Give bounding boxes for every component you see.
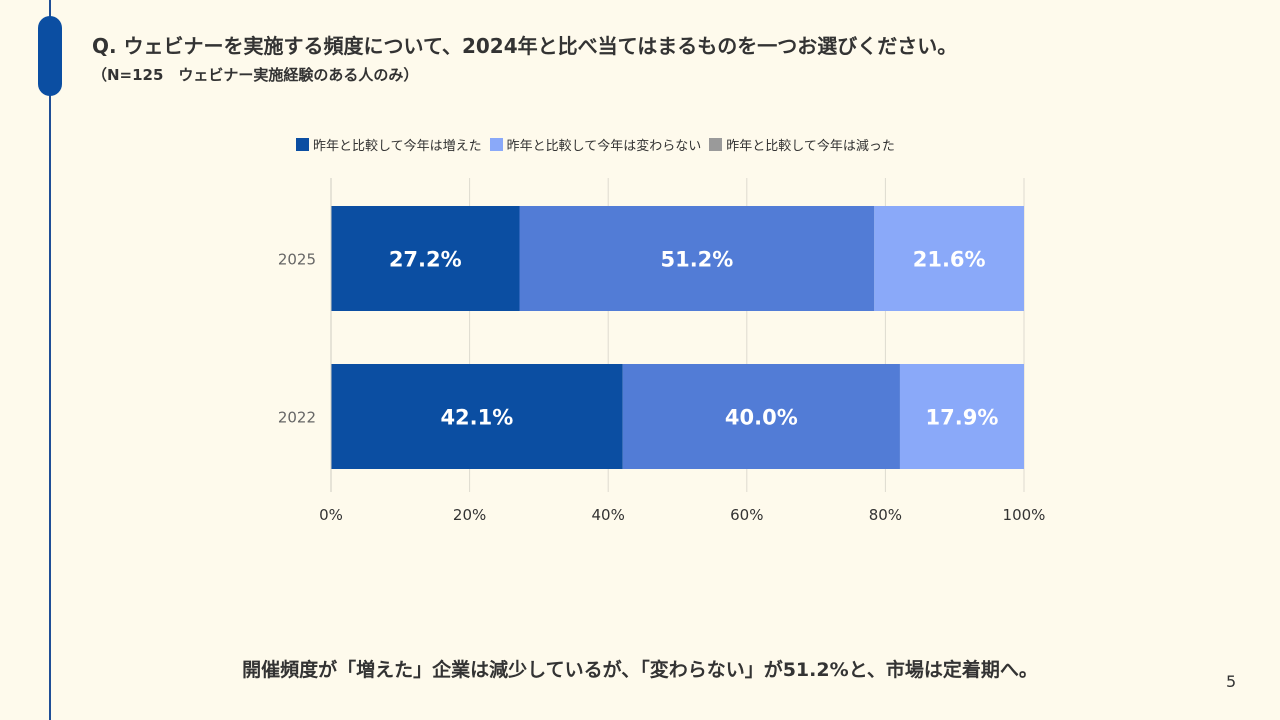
bar-segment [519,206,875,311]
legend-swatch-increased [296,137,309,151]
x-tick-label: 100% [1003,506,1046,524]
legend-item-decreased: 昨年と比較して今年は減った [709,135,895,154]
sample-note: （N=125 ウェビナー実施経験のある人のみ） [92,66,419,84]
data-label: 17.9% [926,406,999,430]
legend-swatch-unchanged [489,137,503,151]
bar-segment [874,206,1024,311]
x-tick-label: 0% [319,506,343,524]
chart-legend: 昨年と比較して今年は増えた 昨年と比較して今年は変わらない 昨年と比較して今年は… [296,134,903,154]
question-title: Q. ウェビナーを実施する頻度について、2024年と比べ当てはまるものを一つお選… [92,34,958,58]
legend-label-decreased: 昨年と比較して今年は減った [726,138,895,154]
legend-item-increased: 昨年と比較して今年は増えた [296,135,482,154]
data-label: 42.1% [440,406,513,430]
page-number: 5 [1226,672,1237,691]
data-label: 21.6% [913,248,986,272]
data-label: 40.0% [725,406,798,430]
x-tick-label: 20% [453,506,486,524]
left-accent-line [49,0,51,720]
data-label: 51.2% [660,248,733,272]
bar-segment [331,364,623,469]
bar-segment [899,364,1024,469]
x-tick-label: 80% [869,506,902,524]
category-label: 2022 [278,409,316,427]
left-accent-tab [38,16,62,96]
category-label: 2025 [278,251,316,269]
legend-label-increased: 昨年と比較して今年は増えた [313,138,482,154]
legend-item-unchanged: 昨年と比較して今年は変わらない [489,135,702,154]
bar-segment [622,364,900,469]
legend-label-unchanged: 昨年と比較して今年は変わらない [506,138,702,154]
data-label: 27.2% [389,248,462,272]
legend-swatch-decreased [709,137,723,151]
conclusion-text: 開催頻度が「増えた」企業は減少しているが、「変わらない」が51.2%と、市場は定… [242,659,1038,681]
x-tick-label: 60% [730,506,763,524]
bar-segment [331,206,520,311]
x-tick-label: 40% [592,506,625,524]
